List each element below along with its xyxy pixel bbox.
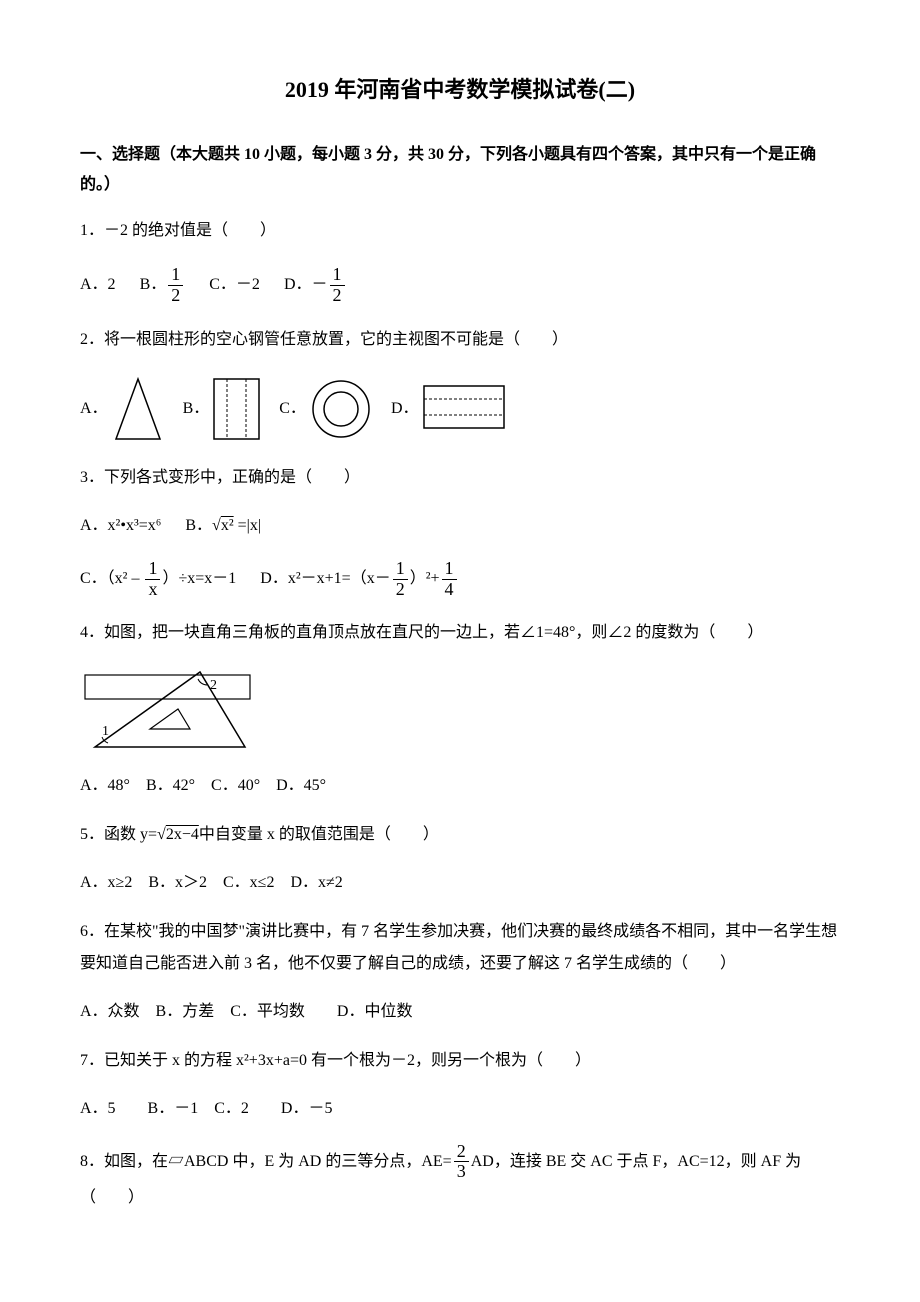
sqrt-icon: √ [212,517,221,534]
svg-text:2: 2 [210,678,217,693]
q3-c-mid: ）÷x=x－1 [162,570,236,587]
frac-den: 4 [442,580,457,600]
q3-d-mid: ）²+ [410,570,440,587]
question-6: 6．在某校"我的中国梦"演讲比赛中，有 7 名学生参加决赛，他们决赛的最终成绩各… [80,916,840,980]
frac-num: 1 [168,265,183,286]
q1-choice-b: B．12 [140,265,186,306]
q3-choice-b: B．√x² =|x| [185,512,261,541]
q1-choice-d: D．－12 [284,265,347,306]
fraction: 23 [454,1142,469,1183]
q2-d-label: D． [391,395,419,424]
q3-c-prefix: C．（x² – [80,570,143,587]
question-4: 4．如图，把一块直角三角板的直角顶点放在直尺的一边上，若∠1=48°，则∠2 的… [80,617,840,649]
q3-choice-c: C．（x² – 1x）÷x=x－1 [80,559,236,600]
q7-choices: A．5 B．－1 C．2 D．－5 [80,1095,840,1124]
question-5: 5．函数 y=√2x−4中自变量 x 的取值范围是（ ） [80,819,840,851]
radicand: 2x−4 [166,826,199,843]
q5-prefix: 5．函数 y= [80,826,157,843]
q5-choices: A．x≥2 B．x＞2 C．x≤2 D．x≠2 [80,869,840,898]
fraction: 1x [145,559,160,600]
section-header: 一、选择题（本大题共 10 小题，每小题 3 分，共 30 分，下列各小题具有四… [80,140,840,201]
q3-choices-line1: A．x²•x³=x⁶ B．√x² =|x| [80,512,840,541]
fraction: 12 [393,559,408,600]
frac-den: 2 [330,286,345,306]
q1-choice-a: A．2 [80,271,116,300]
triangle-shape-icon [108,374,168,444]
frac-num: 2 [454,1142,469,1163]
sqrt-icon: √ [157,826,166,843]
q3-b-prefix: B． [185,517,212,534]
question-2: 2．将一根圆柱形的空心钢管任意放置，它的主视图不可能是（ ） [80,324,840,356]
question-8: 8．如图，在▱ABCD 中，E 为 AD 的三等分点，AE=23AD，连接 BE… [80,1142,840,1215]
frac-num: 1 [393,559,408,580]
q4-choices: A．48° B．42° C．40° D．45° [80,772,840,801]
frac-num: 1 [442,559,457,580]
concentric-circles-icon [306,374,376,444]
svg-text:1: 1 [102,724,109,739]
q3-choice-a: A．x²•x³=x⁶ [80,512,161,541]
q4-diagram: 2 1 [80,667,840,757]
q2-a-label: A． [80,395,108,424]
q2-choice-c: C． [279,374,376,444]
question-1: 1．－2 的绝对值是（ ） [80,215,840,247]
rectangle-horizontal-icon [419,381,509,436]
question-3: 3．下列各式变形中，正确的是（ ） [80,462,840,494]
q6-choices: A．众数 B．方差 C．平均数 D．中位数 [80,998,840,1027]
q8-prefix: 8．如图，在▱ABCD 中，E 为 AD 的三等分点，AE= [80,1153,452,1170]
page-title: 2019 年河南省中考数学模拟试卷(二) [80,70,840,110]
q3-b-suffix: =|x| [234,517,261,534]
q5-suffix: 中自变量 x 的取值范围是（ ） [199,826,439,843]
fraction: 12 [330,265,345,306]
rectangle-vertical-icon [209,374,264,444]
q3-choices-line2: C．（x² – 1x）÷x=x－1 D．x²－x+1=（x－12）²+14 [80,559,840,600]
question-7: 7．已知关于 x 的方程 x²+3x+a=0 有一个根为－2，则另一个根为（ ） [80,1045,840,1077]
fraction: 14 [442,559,457,600]
q1-d-prefix: D．－ [284,276,328,293]
q1-b-prefix: B． [140,276,167,293]
q2-choice-a: A． [80,374,168,444]
frac-num: 1 [145,559,160,580]
q1-choice-c: C．－2 [209,271,260,300]
q1-choices: A．2 B．12 C．－2 D．－12 [80,265,840,306]
triangle-ruler-diagram-icon: 2 1 [80,667,260,757]
frac-num: 1 [330,265,345,286]
q2-choice-b: B． [183,374,265,444]
frac-den: 2 [393,580,408,600]
radicand: x² [221,517,234,534]
q2-images: A． B． C． D． [80,374,840,444]
frac-den: x [145,580,160,600]
frac-den: 2 [168,286,183,306]
q2-c-label: C． [279,395,306,424]
q3-d-prefix: D．x²－x+1=（x－ [260,570,390,587]
fraction: 12 [168,265,183,306]
q2-choice-d: D． [391,381,509,436]
q2-b-label: B． [183,395,210,424]
frac-den: 3 [454,1162,469,1182]
q3-choice-d: D．x²－x+1=（x－12）²+14 [260,559,458,600]
